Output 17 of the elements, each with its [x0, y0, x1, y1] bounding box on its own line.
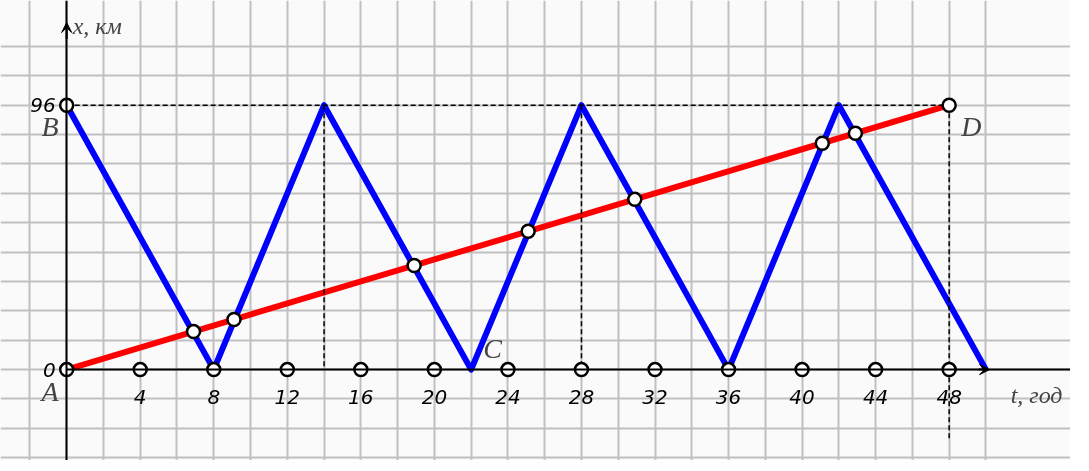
x-tick-label: 32: [642, 384, 668, 409]
x-tick-label: 36: [715, 384, 742, 409]
x-tick-label: 44: [862, 384, 889, 409]
x-tick-label: 48: [936, 384, 962, 409]
x-tick-label: 20: [421, 384, 448, 409]
x-axis-title: t, год: [1010, 381, 1063, 408]
y-tick-label: 0: [42, 357, 56, 382]
x-tick-label: 4: [133, 384, 147, 409]
annotation: D: [960, 111, 982, 143]
x-tick-label: 24: [495, 384, 521, 409]
x-tick-label: 8: [207, 384, 221, 409]
annotation: C: [483, 332, 503, 364]
x-tick-label: 40: [789, 384, 815, 409]
x-tick-label: 12: [274, 384, 301, 409]
x-tick-label: 28: [568, 384, 595, 409]
y-axis-title: x, км: [71, 12, 122, 39]
x-tick-label: 16: [348, 384, 374, 409]
